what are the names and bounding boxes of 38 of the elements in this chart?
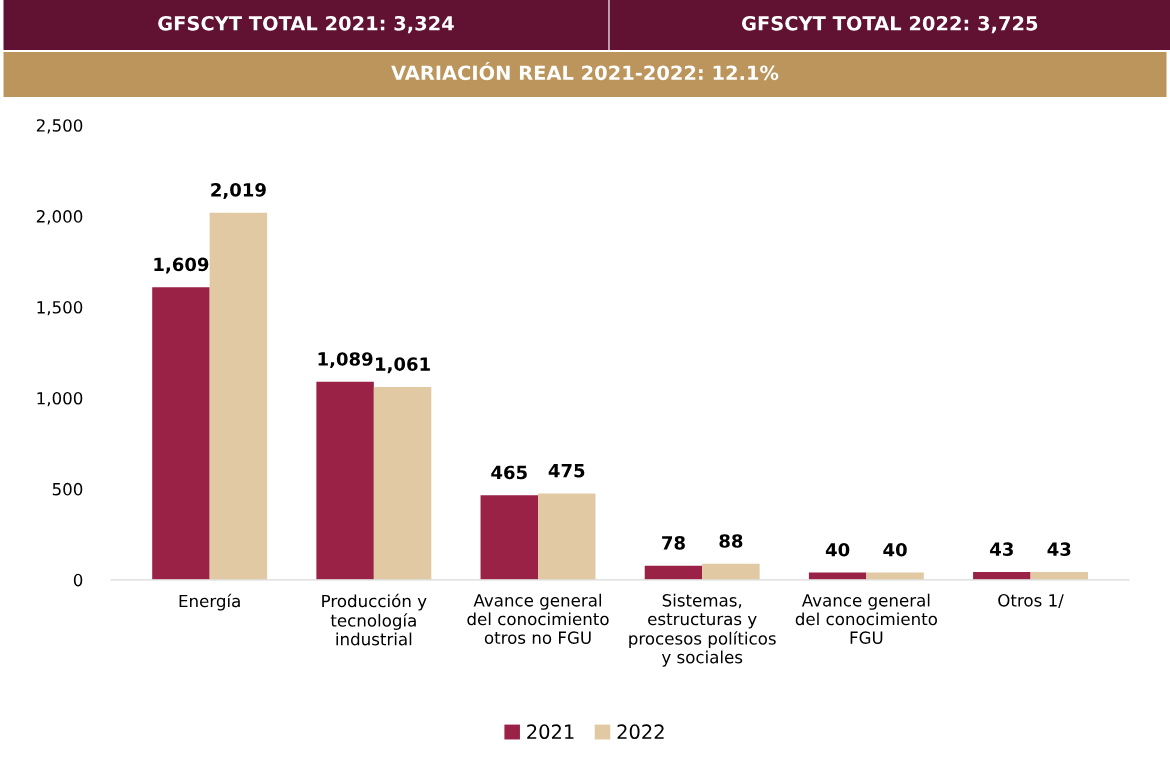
legend-label: 2022 <box>617 724 664 740</box>
data-label: 1,061 <box>376 357 430 374</box>
bar <box>373 386 432 580</box>
y-tick-label: 1,000 <box>37 391 83 407</box>
bar <box>973 572 1031 580</box>
data-label: 465 <box>491 465 527 480</box>
y-tick-label: 1,500 <box>37 301 83 316</box>
bar <box>480 495 539 580</box>
y-tick-label: 0 <box>73 573 83 587</box>
data-label: 40 <box>825 542 850 557</box>
bar <box>538 493 596 580</box>
x-tick-label: Energía <box>179 593 240 611</box>
text: GFSCYT TOTAL 2021: 3,324 <box>158 15 454 34</box>
y-tick-label: 500 <box>52 482 83 496</box>
data-label: 2,019 <box>211 183 266 199</box>
y-tick-label: 2,500 <box>36 119 83 134</box>
data-label: 43 <box>1047 542 1071 557</box>
y-tick-label: 2,000 <box>36 210 83 225</box>
data-label: 43 <box>990 542 1013 557</box>
data-label: 40 <box>883 542 907 557</box>
data-label: 1,609 <box>154 257 209 274</box>
text: GFSCYT TOTAL 2022: 3,725 <box>741 15 1038 34</box>
text: VARIACIÓN REAL 2021-2022: 12.1% <box>391 61 779 81</box>
x-tick-label: Producción y tecnología industrial <box>322 593 427 646</box>
bar <box>209 212 268 580</box>
data-label: 78 <box>662 536 685 550</box>
data-label: 475 <box>548 464 585 478</box>
bar <box>702 563 760 580</box>
x-tick-label: Avance general del conocimiento FGU <box>795 593 937 644</box>
legend-label: 2021 <box>527 724 574 740</box>
data-label: 1,089 <box>318 352 373 369</box>
x-tick-label: Avance general del conocimiento otros no FGU <box>467 593 609 644</box>
x-tick-label: Otros 1/ <box>998 594 1064 608</box>
data-label: 88 <box>719 534 743 548</box>
bar <box>644 565 703 580</box>
x-tick-label: Sistemas, estructuras y procesos políticos y sociales <box>629 593 776 667</box>
bar <box>152 287 210 580</box>
bar <box>316 381 374 580</box>
